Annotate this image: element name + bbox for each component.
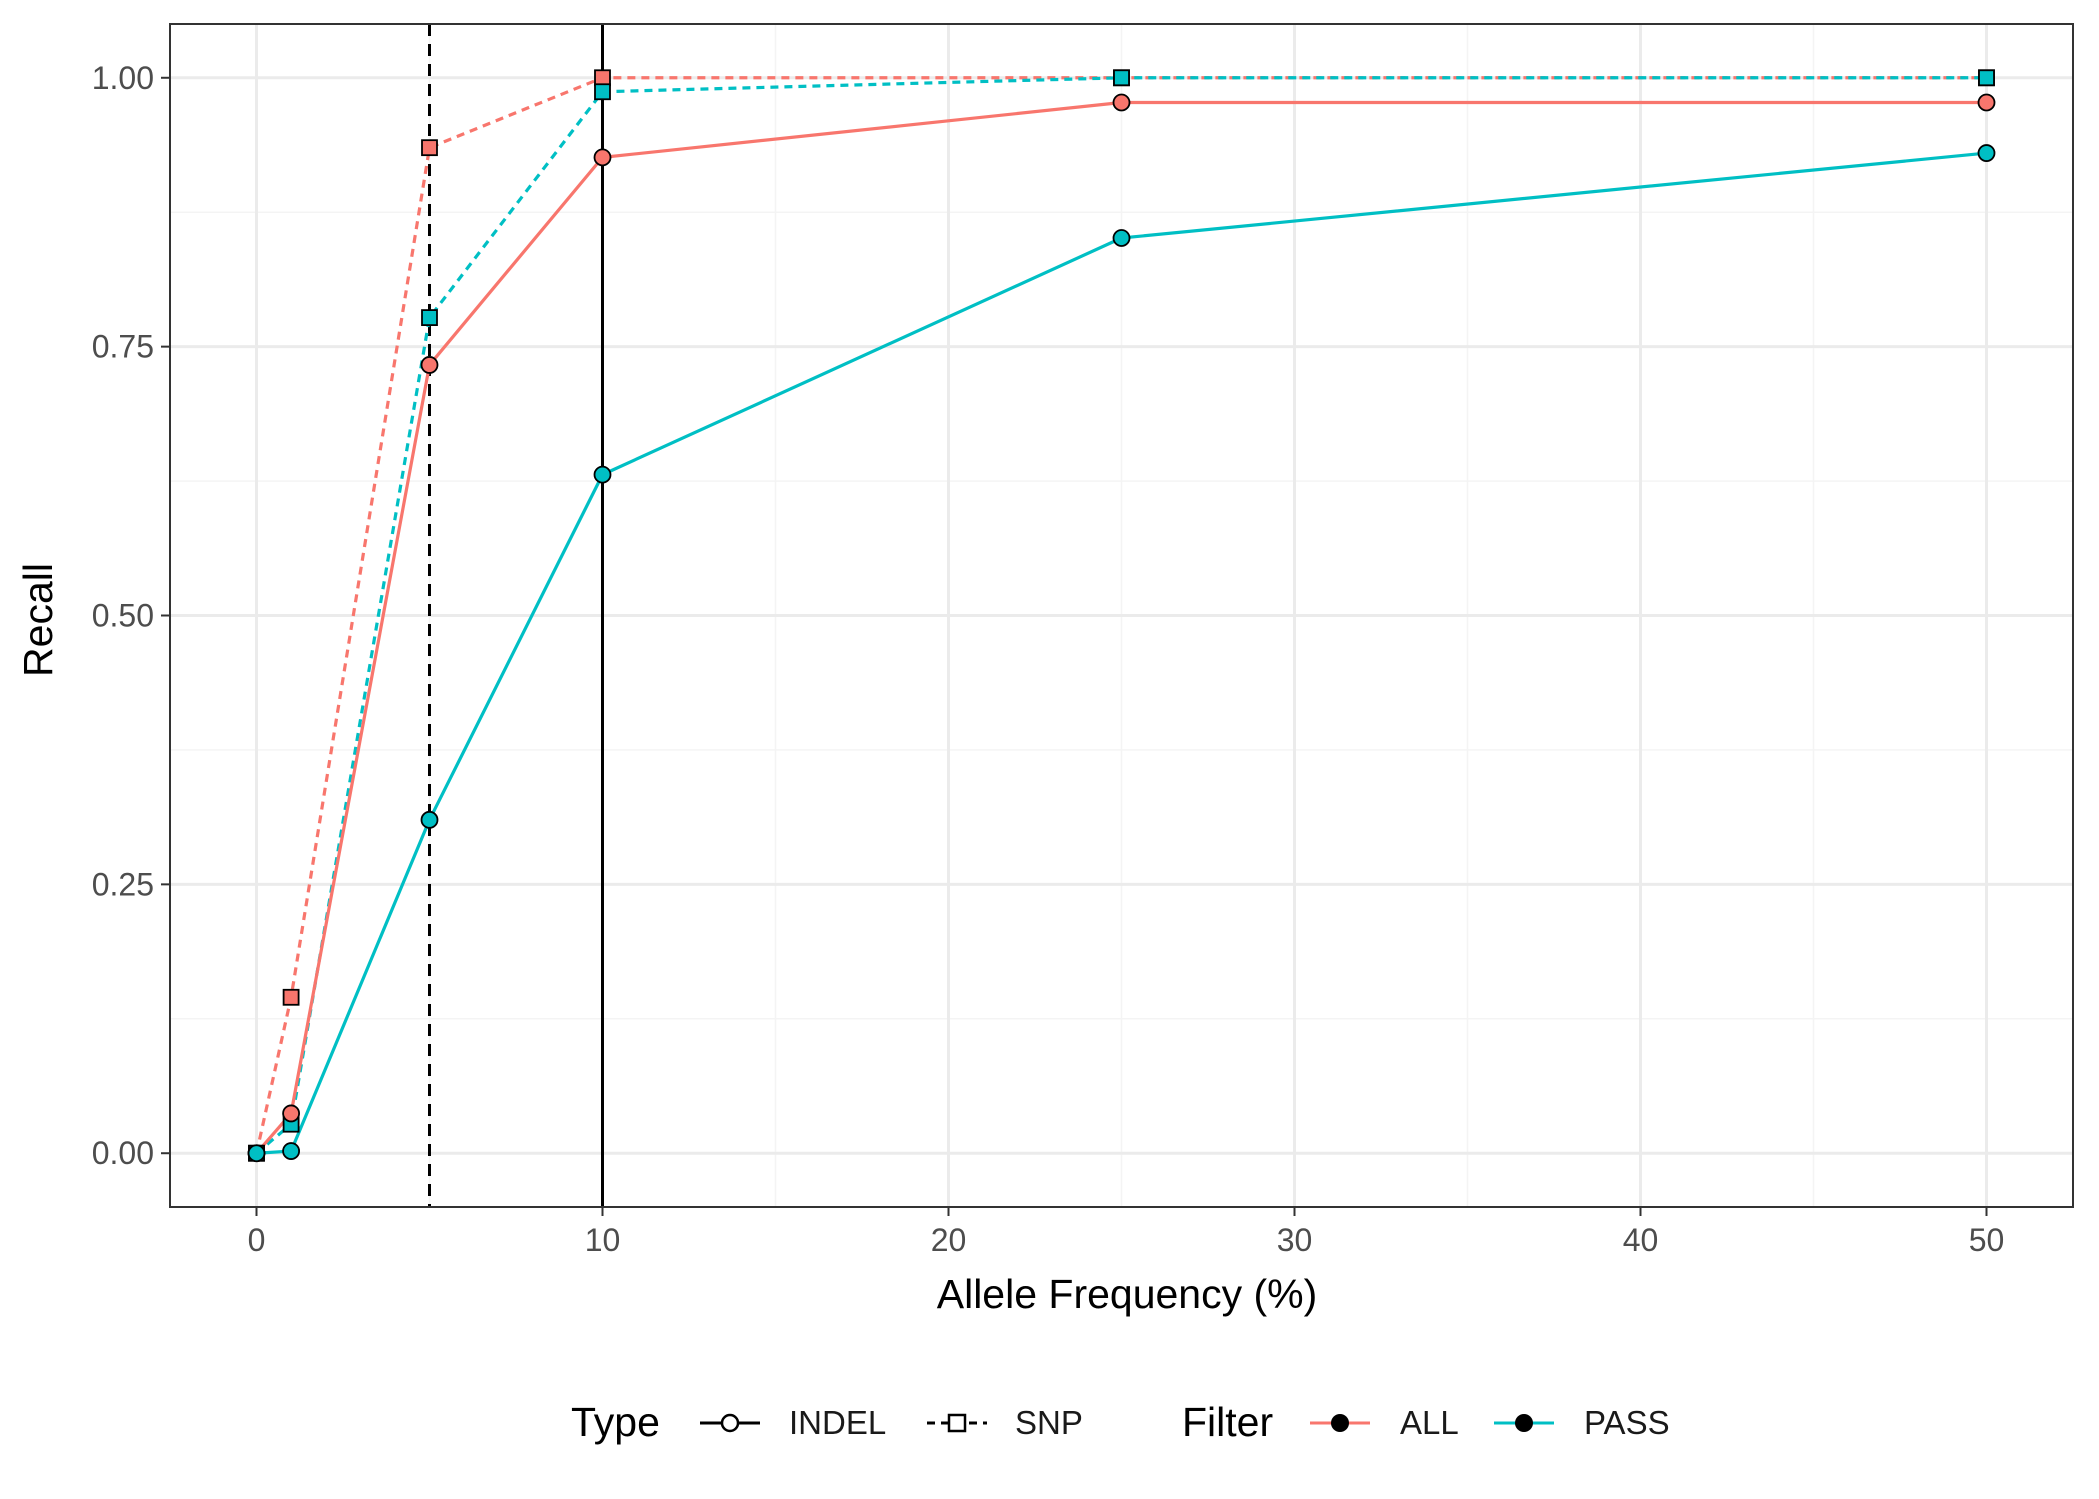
series-indel-pass-point — [593, 465, 612, 484]
series-indel-all-point — [593, 148, 612, 167]
series-snp-pass-line — [255, 76, 1987, 1155]
x-tick-label: 30 — [1277, 1222, 1313, 1258]
series-snp-pass-point — [421, 309, 438, 326]
series-snp-all-point — [594, 69, 611, 87]
legend-label-snp: SNP — [1015, 1404, 1083, 1441]
x-tick-label: 20 — [931, 1222, 967, 1258]
legend-label-pass: PASS — [1584, 1404, 1670, 1441]
y-tick-label: 1.00 — [92, 60, 154, 96]
series-points — [247, 69, 1996, 1163]
legend-label-all: ALL — [1400, 1404, 1459, 1441]
x-tick-label: 0 — [248, 1222, 266, 1258]
legend: Type INDEL SNP Filter ALL PASS — [571, 1399, 1670, 1445]
legend-key-indel — [700, 1413, 760, 1433]
legend-title-filter: Filter — [1182, 1399, 1273, 1445]
series-snp-pass-point — [1978, 69, 1995, 87]
legend-title-type: Type — [571, 1399, 660, 1445]
reference-lines — [428, 24, 604, 1207]
series-snp-all-point — [282, 988, 300, 1006]
series-snp-pass-point — [594, 83, 611, 101]
legend-key-snp — [927, 1413, 987, 1433]
series-snp-pass-point — [1113, 69, 1130, 87]
series-indel-all-point — [282, 1104, 301, 1123]
legend-label-indel: INDEL — [789, 1404, 886, 1441]
y-axis-label: Recall — [15, 563, 61, 677]
legend-key-all — [1310, 1414, 1370, 1432]
x-axis-label: Allele Frequency (%) — [937, 1271, 1318, 1317]
y-tick-label: 0.25 — [92, 866, 154, 902]
series-indel-pass-point — [282, 1142, 301, 1160]
series-indel-pass-point — [247, 1144, 266, 1163]
series-indel-all-point — [1977, 93, 1996, 112]
x-tick-label: 10 — [585, 1222, 621, 1258]
series-indel-all-point — [1112, 93, 1131, 112]
series-snp-all-point — [421, 139, 438, 157]
axes: 0 10 20 30 40 50 0.00 0.25 0.50 0.75 1.00 — [92, 60, 2005, 1258]
x-tick-label: 50 — [1969, 1222, 2005, 1258]
series-layer — [247, 69, 1996, 1163]
series-indel-pass-point — [1112, 229, 1131, 247]
grid — [170, 24, 2073, 1207]
y-tick-label: 0.50 — [92, 598, 154, 634]
series-snp-all-line — [254, 76, 1987, 1154]
y-tick-label: 0.75 — [92, 329, 154, 365]
series-indel-pass-point — [1977, 144, 1996, 162]
y-tick-label: 0.00 — [92, 1135, 154, 1171]
series-indel-all-point — [420, 356, 439, 374]
legend-key-pass — [1494, 1414, 1554, 1432]
series-indel-pass-point — [420, 810, 439, 829]
x-tick-label: 40 — [1623, 1222, 1659, 1258]
